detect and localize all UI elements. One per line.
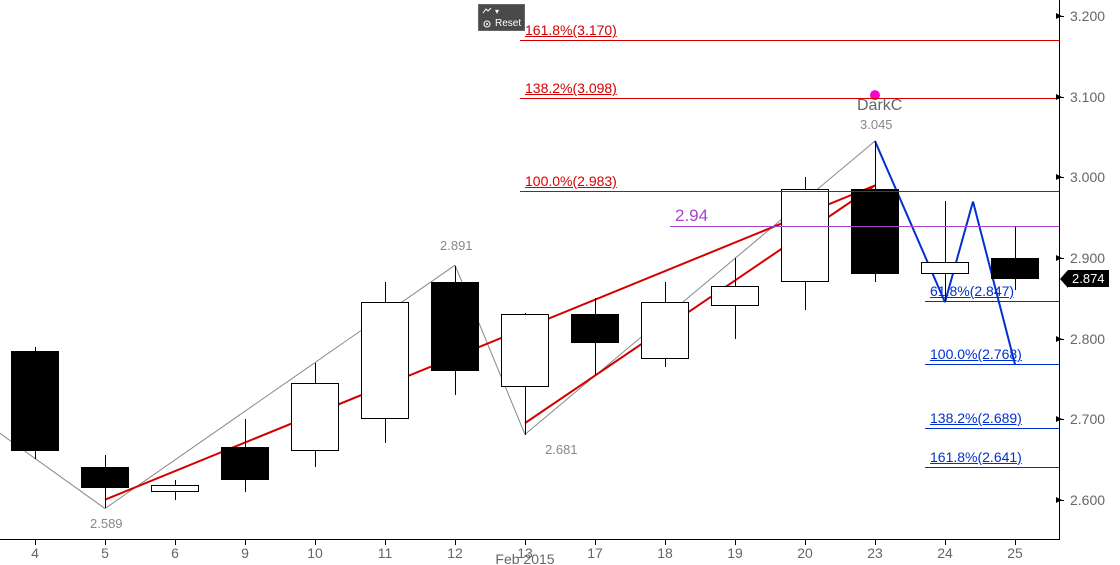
- candle-body[interactable]: [361, 302, 409, 419]
- candle-body[interactable]: [291, 383, 339, 452]
- y-tick: [1056, 258, 1064, 259]
- price-annotation: 2.589: [90, 516, 123, 531]
- fib-retrace-line[interactable]: [925, 428, 1060, 429]
- fib-extension-line[interactable]: [520, 191, 1060, 192]
- candle-body[interactable]: [501, 314, 549, 387]
- y-tick-label: 3.100: [1070, 89, 1105, 105]
- candle-body[interactable]: [991, 258, 1039, 279]
- fib-extension-label: 100.0%(2.983): [525, 173, 617, 189]
- horizontal-price-line[interactable]: [670, 226, 1060, 227]
- candle-body[interactable]: [81, 467, 129, 487]
- chart-plot-area[interactable]: 161.8%(3.170) 138.2%(3.098) 100.0%(2.983) 6…: [0, 0, 1060, 540]
- y-tick-label: 3.200: [1070, 8, 1105, 24]
- fib-retrace-label: 161.8%(2.641): [930, 449, 1022, 465]
- price-annotation: 2.891: [440, 238, 473, 253]
- y-tick-label: 2.800: [1070, 331, 1105, 347]
- toolbar-reset[interactable]: Reset: [479, 17, 524, 30]
- horizontal-price-label: 2.94: [675, 206, 708, 226]
- candle-body[interactable]: [711, 286, 759, 306]
- y-tick: [1056, 339, 1064, 340]
- x-tick-label: 18: [657, 545, 673, 561]
- y-tick-label: 2.900: [1070, 250, 1105, 266]
- current-price-tag: 2.874: [1068, 270, 1109, 287]
- x-tick-label: 25: [1007, 545, 1023, 561]
- x-tick-label: 10: [307, 545, 323, 561]
- x-axis: 45691011121317181920232425Feb 2015: [0, 539, 1060, 565]
- fib-extension-line[interactable]: [520, 98, 1060, 99]
- gear-icon: [482, 19, 492, 29]
- candle-body[interactable]: [151, 485, 199, 491]
- y-tick-label: 3.000: [1070, 169, 1105, 185]
- candle-body[interactable]: [851, 189, 899, 274]
- candle-body[interactable]: [221, 447, 269, 479]
- candle-body[interactable]: [641, 302, 689, 358]
- x-tick-label: 5: [101, 545, 109, 561]
- x-tick-label: 12: [447, 545, 463, 561]
- y-tick: [1056, 500, 1064, 501]
- dropdown-arrow-icon: ▾: [495, 7, 499, 16]
- candle-body[interactable]: [781, 189, 829, 282]
- fib-extension-label: 161.8%(3.170): [525, 22, 617, 38]
- price-annotation: DarkC: [857, 97, 902, 115]
- candle-body[interactable]: [921, 262, 969, 274]
- x-tick-label: 19: [727, 545, 743, 561]
- x-tick-label: 23: [867, 545, 883, 561]
- x-axis-title: Feb 2015: [495, 551, 554, 565]
- toolbar-chart-type[interactable]: ▾: [479, 5, 524, 17]
- fib-retrace-label: 100.0%(2.768): [930, 346, 1022, 362]
- x-tick-label: 20: [797, 545, 813, 561]
- x-tick-label: 6: [171, 545, 179, 561]
- y-tick: [1056, 419, 1064, 420]
- x-tick-label: 24: [937, 545, 953, 561]
- chart-toolbar[interactable]: ▾ Reset: [478, 4, 525, 31]
- price-annotation: 2.681: [545, 442, 578, 457]
- fib-retrace-line[interactable]: [925, 467, 1060, 468]
- x-tick-label: 4: [31, 545, 39, 561]
- candle-body[interactable]: [11, 351, 59, 452]
- y-tick: [1056, 177, 1064, 178]
- fib-retrace-label: 138.2%(2.689): [930, 410, 1022, 426]
- fib-extension-label: 138.2%(3.098): [525, 80, 617, 96]
- chart-type-icon: [482, 6, 492, 16]
- y-tick-label: 2.600: [1070, 492, 1105, 508]
- x-tick-label: 17: [587, 545, 603, 561]
- fib-retrace-line[interactable]: [925, 301, 1060, 302]
- fib-retrace-line[interactable]: [925, 364, 1060, 365]
- x-tick-label: 9: [241, 545, 249, 561]
- y-tick-label: 2.700: [1070, 411, 1105, 427]
- toolbar-reset-label: Reset: [495, 18, 521, 29]
- x-tick-label: 11: [378, 545, 393, 561]
- price-annotation: 3.045: [860, 117, 893, 132]
- candle-body[interactable]: [571, 314, 619, 342]
- fib-retrace-label: 61.8%(2.847): [930, 283, 1014, 299]
- y-tick: [1056, 97, 1064, 98]
- fib-extension-line[interactable]: [520, 40, 1060, 41]
- candle-body[interactable]: [431, 282, 479, 371]
- y-tick: [1056, 16, 1064, 17]
